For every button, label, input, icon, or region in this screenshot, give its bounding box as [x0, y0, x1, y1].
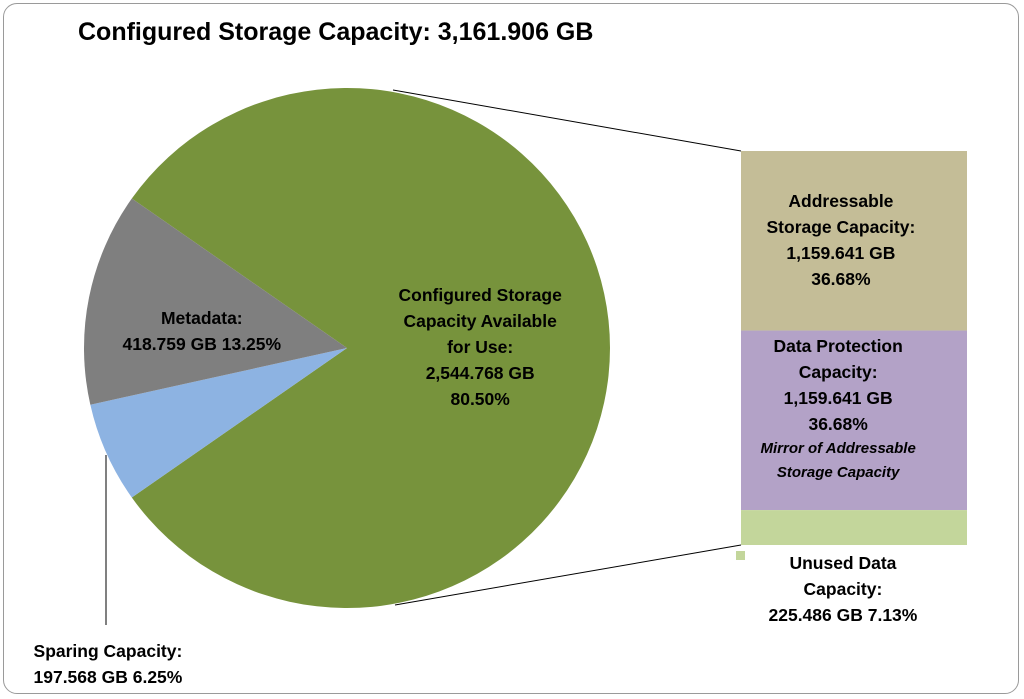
label-available-for-use-line: Capacity Available [403, 311, 557, 331]
label-unused-line: Unused Data [789, 553, 897, 573]
bar-segment-data-protection [741, 330, 967, 511]
label-addressable-line: Addressable [788, 191, 894, 211]
label-unused-line: Capacity: [803, 579, 883, 599]
slice-sparing-capacity [90, 348, 347, 498]
bar-segment-addressable [741, 151, 967, 331]
label-addressable-line: 36.68% [811, 269, 871, 289]
label-addressable: Addressable Storage Capacity: 1,159.641 GB… [767, 188, 916, 292]
label-available-for-use: Configured Storage Capacity Available for … [399, 282, 562, 412]
label-metadata: Metadata: 418.759 GB 13.25% [123, 305, 282, 357]
label-unused-line: 225.486 GB 7.13% [768, 605, 918, 625]
label-data-protection-note: Storage Capacity [776, 464, 900, 481]
chart-title: Configured Storage Capacity: 3,161.906 G… [78, 18, 594, 46]
label-data-protection: Data Protection Capacity: 1,159.641 GB 36.6… [761, 333, 916, 485]
label-sparing-capacity: Sparing Capacity: 197.568 GB 6.25% [34, 638, 183, 690]
label-available-for-use-line: 80.50% [450, 389, 510, 409]
connector-line-bottom [394, 544, 742, 606]
label-addressable-line: 1,159.641 GB [786, 243, 896, 263]
slice-available-for-use [131, 87, 610, 608]
label-sparing-capacity-line: Sparing Capacity: [33, 641, 183, 661]
connector-line-top [392, 89, 742, 152]
label-metadata-line: 418.759 GB 13.25% [122, 334, 282, 354]
label-available-for-use-line: 2,544.768 GB [425, 363, 535, 383]
label-available-for-use-line: for Use: [447, 337, 514, 357]
label-data-protection-note: Mirror of Addressable [760, 440, 916, 457]
label-data-protection-line: Data Protection [773, 336, 903, 356]
slice-metadata [83, 198, 348, 405]
label-sparing-capacity-line: 197.568 GB 6.25% [33, 667, 183, 687]
label-data-protection-line: 1,159.641 GB [783, 388, 893, 408]
label-data-protection-line: 36.68% [808, 414, 868, 434]
unused-marker [736, 551, 745, 560]
label-unused: Unused Data Capacity: 225.486 GB 7.13% [769, 550, 918, 628]
bar-segment-unused [741, 510, 967, 545]
label-data-protection-line: Capacity: [798, 362, 878, 382]
label-addressable-line: Storage Capacity: [766, 217, 916, 237]
label-metadata-line: Metadata: [160, 308, 243, 328]
label-available-for-use-line: Configured Storage [398, 285, 562, 305]
